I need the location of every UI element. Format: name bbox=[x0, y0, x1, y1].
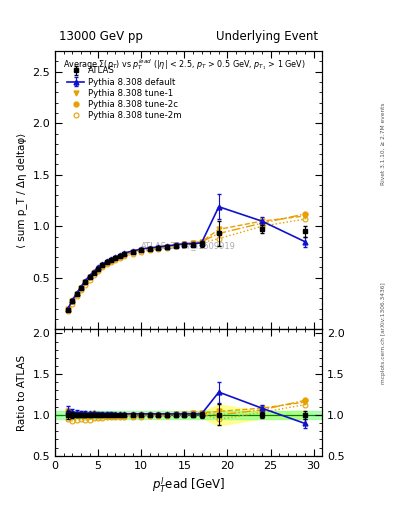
Pythia 8.308 tune-2m bbox=[100, 264, 105, 270]
Line: Pythia 8.308 tune-2c: Pythia 8.308 tune-2c bbox=[66, 211, 307, 311]
Pythia 8.308 tune-2m bbox=[303, 216, 307, 222]
Pythia 8.308 tune-2c bbox=[113, 255, 118, 261]
Pythia 8.308 tune-2c bbox=[83, 279, 88, 285]
Pythia 8.308 tune-2m bbox=[121, 253, 126, 259]
X-axis label: $p_T^l$ead [GeV]: $p_T^l$ead [GeV] bbox=[152, 476, 225, 496]
Pythia 8.308 tune-2m bbox=[147, 247, 152, 253]
Pythia 8.308 tune-2m bbox=[109, 259, 114, 265]
Pythia 8.308 tune-2m bbox=[66, 308, 70, 314]
Pythia 8.308 tune-2m bbox=[92, 272, 96, 278]
Pythia 8.308 tune-1 bbox=[139, 247, 143, 253]
Pythia 8.308 tune-2m bbox=[182, 242, 187, 248]
Pythia 8.308 tune-1 bbox=[130, 249, 135, 255]
Pythia 8.308 tune-2c bbox=[118, 253, 122, 259]
Pythia 8.308 tune-2m bbox=[105, 261, 109, 267]
Text: Underlying Event: Underlying Event bbox=[216, 30, 318, 43]
Pythia 8.308 tune-2m bbox=[130, 251, 135, 257]
Pythia 8.308 tune-2c bbox=[74, 291, 79, 297]
Text: Average $\Sigma(p_T)$ vs $p_T^{lead}$ ($|\eta|$ < 2.5, $p_T$ > 0.5 GeV, $p_{T_1}: Average $\Sigma(p_T)$ vs $p_T^{lead}$ ($… bbox=[63, 57, 306, 72]
Pythia 8.308 tune-2m bbox=[113, 257, 118, 263]
Pythia 8.308 tune-1 bbox=[191, 240, 195, 246]
Pythia 8.308 tune-2m bbox=[96, 267, 101, 273]
Pythia 8.308 tune-2m bbox=[191, 241, 195, 247]
Pythia 8.308 tune-1 bbox=[173, 242, 178, 248]
Pythia 8.308 tune-2c bbox=[191, 240, 195, 246]
Pythia 8.308 tune-2c bbox=[109, 257, 114, 263]
Pythia 8.308 tune-1 bbox=[118, 254, 122, 260]
Text: 13000 GeV pp: 13000 GeV pp bbox=[59, 30, 143, 43]
Pythia 8.308 tune-2c bbox=[70, 298, 75, 305]
Pythia 8.308 tune-2c bbox=[105, 259, 109, 265]
Pythia 8.308 tune-2c bbox=[139, 247, 143, 253]
Pythia 8.308 tune-2m bbox=[199, 240, 204, 246]
Pythia 8.308 tune-2m bbox=[259, 223, 264, 229]
Text: mcplots.cern.ch [arXiv:1306.3436]: mcplots.cern.ch [arXiv:1306.3436] bbox=[381, 282, 386, 383]
Pythia 8.308 tune-2m bbox=[173, 243, 178, 249]
Pythia 8.308 tune-2m bbox=[70, 301, 75, 307]
Pythia 8.308 tune-2m bbox=[118, 255, 122, 261]
Pythia 8.308 tune-2c bbox=[92, 268, 96, 274]
Pythia 8.308 tune-2m bbox=[74, 293, 79, 300]
Pythia 8.308 tune-2c bbox=[173, 242, 178, 248]
Pythia 8.308 tune-2c bbox=[87, 274, 92, 280]
Y-axis label: Ratio to ATLAS: Ratio to ATLAS bbox=[17, 354, 27, 431]
Pythia 8.308 tune-1 bbox=[83, 279, 88, 285]
Pythia 8.308 tune-1 bbox=[100, 263, 105, 269]
Pythia 8.308 tune-2m bbox=[87, 277, 92, 283]
Pythia 8.308 tune-2m bbox=[79, 287, 83, 293]
Pythia 8.308 tune-2c bbox=[259, 220, 264, 226]
Pythia 8.308 tune-1 bbox=[92, 269, 96, 275]
Pythia 8.308 tune-1 bbox=[217, 226, 221, 232]
Pythia 8.308 tune-1 bbox=[303, 213, 307, 219]
Y-axis label: ⟨ sum p_T / Δη deltaφ⟩: ⟨ sum p_T / Δη deltaφ⟩ bbox=[16, 133, 27, 248]
Pythia 8.308 tune-1 bbox=[121, 252, 126, 258]
Pythia 8.308 tune-1 bbox=[109, 258, 114, 264]
Pythia 8.308 tune-2m bbox=[156, 246, 161, 252]
Pythia 8.308 tune-1 bbox=[79, 285, 83, 291]
Pythia 8.308 tune-2c bbox=[303, 211, 307, 217]
Bar bbox=[55, 411, 322, 419]
Pythia 8.308 tune-1 bbox=[96, 266, 101, 272]
Pythia 8.308 tune-2c bbox=[121, 251, 126, 257]
Pythia 8.308 tune-1 bbox=[147, 246, 152, 252]
Pythia 8.308 tune-2c bbox=[156, 245, 161, 251]
Pythia 8.308 tune-2c bbox=[79, 285, 83, 291]
Pythia 8.308 tune-1 bbox=[113, 256, 118, 262]
Pythia 8.308 tune-1 bbox=[66, 306, 70, 312]
Pythia 8.308 tune-2c bbox=[96, 265, 101, 271]
Pythia 8.308 tune-2c bbox=[165, 244, 169, 250]
Pythia 8.308 tune-1 bbox=[259, 218, 264, 224]
Pythia 8.308 tune-2m bbox=[83, 282, 88, 288]
Pythia 8.308 tune-1 bbox=[199, 239, 204, 245]
Pythia 8.308 tune-2m bbox=[165, 245, 169, 251]
Pythia 8.308 tune-2c bbox=[130, 249, 135, 255]
Pythia 8.308 tune-2c bbox=[199, 239, 204, 245]
Pythia 8.308 tune-1 bbox=[105, 260, 109, 266]
Pythia 8.308 tune-2c bbox=[66, 306, 70, 312]
Legend: ATLAS, Pythia 8.308 default, Pythia 8.308 tune-1, Pythia 8.308 tune-2c, Pythia 8: ATLAS, Pythia 8.308 default, Pythia 8.30… bbox=[65, 64, 184, 123]
Pythia 8.308 tune-2c bbox=[100, 262, 105, 268]
Pythia 8.308 tune-1 bbox=[165, 244, 169, 250]
Pythia 8.308 tune-1 bbox=[182, 241, 187, 247]
Pythia 8.308 tune-1 bbox=[70, 298, 75, 305]
Line: Pythia 8.308 tune-1: Pythia 8.308 tune-1 bbox=[66, 214, 307, 311]
Pythia 8.308 tune-2c bbox=[217, 230, 221, 237]
Text: ATLAS_2017_I1509919: ATLAS_2017_I1509919 bbox=[141, 241, 236, 250]
Text: Rivet 3.1.10, ≥ 2.7M events: Rivet 3.1.10, ≥ 2.7M events bbox=[381, 102, 386, 185]
Pythia 8.308 tune-1 bbox=[156, 245, 161, 251]
Pythia 8.308 tune-2c bbox=[147, 246, 152, 252]
Pythia 8.308 tune-2m bbox=[139, 249, 143, 255]
Pythia 8.308 tune-2m bbox=[217, 236, 221, 242]
Pythia 8.308 tune-2c bbox=[182, 241, 187, 247]
Pythia 8.308 tune-1 bbox=[74, 291, 79, 297]
Pythia 8.308 tune-1 bbox=[87, 274, 92, 280]
Line: Pythia 8.308 tune-2m: Pythia 8.308 tune-2m bbox=[66, 217, 307, 313]
